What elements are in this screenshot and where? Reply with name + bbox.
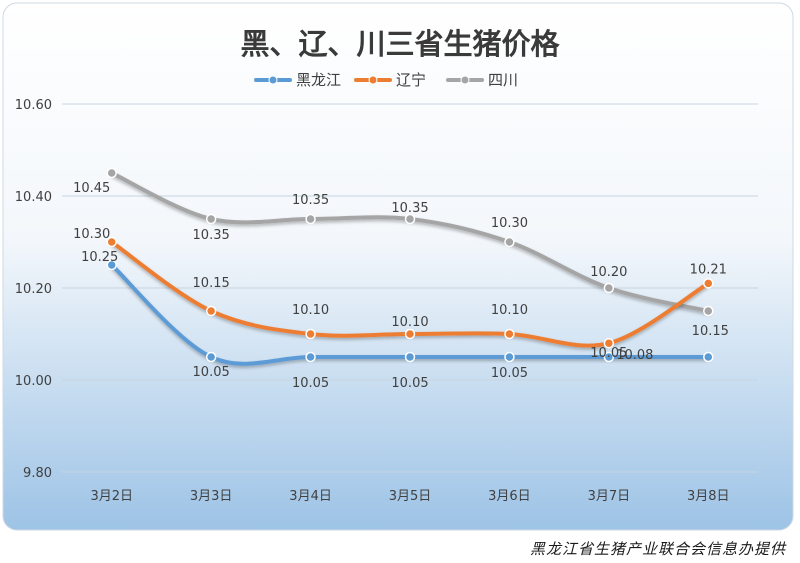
data-label: 10.30 bbox=[73, 227, 110, 242]
series-heilongjiang bbox=[106, 259, 714, 366]
data-label: 10.21 bbox=[690, 262, 727, 277]
data-label: 10.20 bbox=[590, 265, 627, 280]
data-label: 10.30 bbox=[491, 216, 528, 231]
legend-label: 辽宁 bbox=[396, 71, 426, 89]
data-label: 10.15 bbox=[692, 324, 729, 339]
data-point bbox=[504, 351, 515, 363]
series-sichuan bbox=[106, 167, 714, 317]
data-label: 10.35 bbox=[292, 193, 329, 208]
data-label: 10.05 bbox=[391, 376, 428, 391]
data-label: 10.10 bbox=[491, 303, 528, 318]
x-tick-label: 3月6日 bbox=[488, 489, 531, 504]
data-point bbox=[404, 213, 416, 225]
y-axis-ticks: 9.80 10.00 10.20 10.40 10.60 bbox=[15, 98, 52, 481]
legend-swatch-marker bbox=[268, 75, 278, 85]
x-tick-label: 3月3日 bbox=[190, 489, 233, 504]
data-label: 10.05 bbox=[292, 376, 329, 391]
data-label: 10.08 bbox=[616, 348, 653, 363]
chart-background bbox=[2, 2, 794, 531]
data-label: 10.45 bbox=[73, 181, 110, 196]
legend-label: 黑龙江 bbox=[296, 71, 341, 89]
data-point bbox=[504, 328, 515, 340]
data-label: 10.10 bbox=[391, 315, 428, 330]
series-group bbox=[106, 167, 714, 366]
y-tick-label: 9.80 bbox=[23, 466, 52, 481]
legend-swatch-marker bbox=[460, 75, 470, 85]
x-tick-label: 3月2日 bbox=[90, 489, 133, 504]
data-point bbox=[504, 236, 515, 248]
x-tick-label: 3月7日 bbox=[588, 489, 631, 504]
data-point bbox=[603, 351, 615, 363]
y-tick-label: 10.40 bbox=[15, 190, 52, 205]
data-point bbox=[603, 282, 615, 294]
data-label: 10.15 bbox=[193, 276, 230, 291]
y-tick-label: 10.20 bbox=[15, 282, 52, 297]
data-point bbox=[305, 213, 316, 225]
legend-entry: 辽宁 bbox=[354, 71, 426, 89]
data-point bbox=[703, 351, 714, 363]
data-point bbox=[603, 337, 615, 349]
data-label: 10.05 bbox=[590, 346, 627, 361]
data-point bbox=[106, 236, 117, 248]
data-point bbox=[305, 328, 316, 340]
legend-entry: 四川 bbox=[446, 71, 518, 89]
series-liaoning bbox=[106, 236, 714, 349]
data-label: 10.35 bbox=[193, 228, 230, 243]
gridlines bbox=[62, 103, 758, 473]
legend: 黑龙江 辽宁 四川 bbox=[254, 71, 518, 89]
x-axis-ticks: 3月2日 3月3日 3月4日 3月5日 3月6日 3月7日 3月8日 bbox=[90, 489, 729, 504]
data-point bbox=[703, 278, 714, 289]
x-tick-label: 3月5日 bbox=[389, 489, 432, 504]
x-tick-label: 3月8日 bbox=[687, 489, 730, 504]
source-note: 黑龙江省生猪产业联合会信息办提供 bbox=[529, 540, 786, 558]
data-labels-group: 10.25 10.05 10.05 10.05 10.05 10.05 10.30 10.15… bbox=[73, 181, 729, 391]
data-point bbox=[205, 351, 217, 363]
legend-label: 四川 bbox=[488, 71, 518, 89]
data-point bbox=[404, 351, 416, 363]
data-point bbox=[703, 305, 714, 317]
data-label: 10.35 bbox=[391, 201, 428, 216]
legend-entry: 黑龙江 bbox=[254, 71, 341, 89]
data-point bbox=[106, 259, 117, 271]
chart-title: 黑、辽、川三省生猪价格 bbox=[240, 27, 560, 61]
x-tick-label: 3月4日 bbox=[289, 489, 332, 504]
data-label: 10.05 bbox=[491, 366, 528, 381]
data-point bbox=[305, 351, 316, 363]
data-label: 10.25 bbox=[81, 250, 118, 265]
data-label: 10.05 bbox=[193, 365, 230, 380]
data-point bbox=[106, 167, 117, 179]
data-label: 10.10 bbox=[292, 303, 329, 318]
data-point bbox=[205, 213, 217, 225]
y-tick-label: 10.60 bbox=[15, 98, 52, 113]
legend-swatch-marker bbox=[368, 75, 378, 85]
data-point bbox=[404, 328, 416, 340]
data-point bbox=[205, 305, 217, 317]
y-tick-label: 10.00 bbox=[15, 374, 52, 389]
